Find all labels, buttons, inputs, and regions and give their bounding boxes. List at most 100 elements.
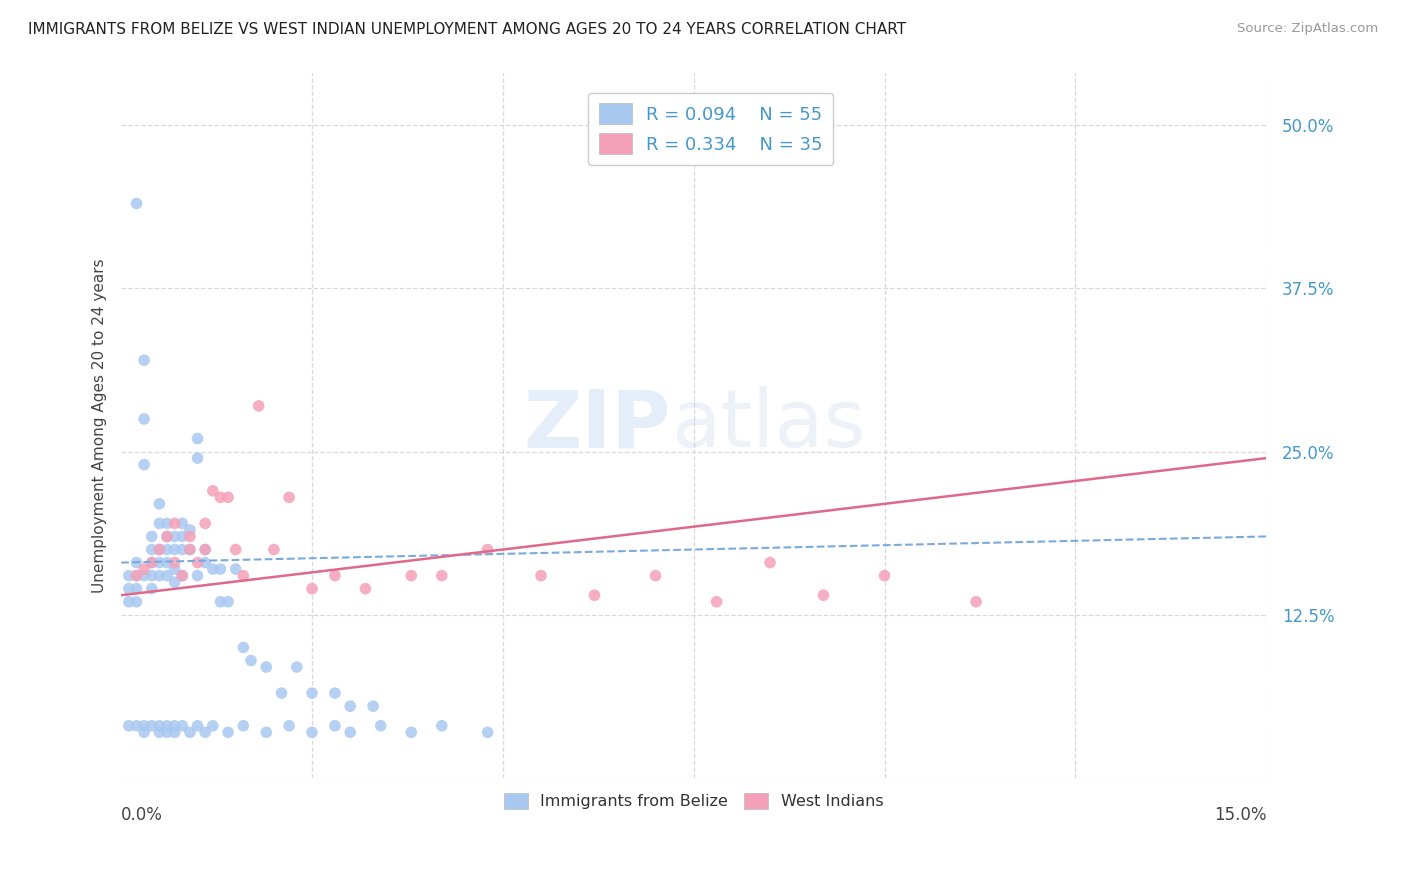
Point [187,719,209,733]
Point [263,542,285,557]
Point [278,719,301,733]
Point [172,542,194,557]
Point [201,483,224,498]
Point [141,542,163,557]
Point [209,595,232,609]
Point [179,725,201,739]
Point [141,568,163,582]
Point [301,582,323,596]
Point [156,719,179,733]
Point [301,725,323,739]
Point [187,451,209,466]
Point [179,542,201,557]
Point [813,588,835,602]
Point [706,595,728,609]
Point [285,660,308,674]
Point [141,582,163,596]
Point [134,562,156,576]
Point [217,725,239,739]
Point [530,568,553,582]
Point [430,719,453,733]
Point [209,562,232,576]
Text: ZIP: ZIP [523,386,671,465]
Point [194,542,217,557]
Point [209,491,232,505]
Point [254,725,277,739]
Point [430,568,453,582]
Point [194,725,217,739]
Point [118,719,141,733]
Point [232,719,254,733]
Point [156,529,179,543]
Point [187,432,209,446]
Point [125,556,148,570]
Point [148,542,170,557]
Point [201,719,224,733]
Point [323,719,346,733]
Point [134,412,156,426]
Text: 0.0%: 0.0% [121,806,163,824]
Point [156,529,179,543]
Point [254,660,277,674]
Point [644,568,666,582]
Text: atlas: atlas [671,386,865,465]
Point [172,516,194,531]
Point [156,568,179,582]
Point [187,568,209,582]
Point [125,196,148,211]
Point [278,491,301,505]
Point [125,568,148,582]
Point [118,595,141,609]
Point [225,562,247,576]
Y-axis label: Unemployment Among Ages 20 to 24 years: Unemployment Among Ages 20 to 24 years [93,258,107,593]
Point [163,516,186,531]
Point [759,556,782,570]
Point [163,542,186,557]
Point [201,562,224,576]
Point [163,562,186,576]
Point [125,568,148,582]
Point [134,568,156,582]
Point [179,529,201,543]
Point [323,568,346,582]
Text: 15.0%: 15.0% [1213,806,1267,824]
Point [148,725,170,739]
Point [172,568,194,582]
Legend: Immigrants from Belize, West Indians: Immigrants from Belize, West Indians [498,787,890,816]
Point [134,353,156,368]
Point [118,568,141,582]
Point [134,458,156,472]
Point [163,719,186,733]
Point [156,556,179,570]
Point [240,653,263,667]
Point [163,529,186,543]
Point [270,686,292,700]
Point [247,399,270,413]
Point [339,725,361,739]
Point [401,568,423,582]
Text: IMMIGRANTS FROM BELIZE VS WEST INDIAN UNEMPLOYMENT AMONG AGES 20 TO 24 YEARS COR: IMMIGRANTS FROM BELIZE VS WEST INDIAN UN… [28,22,907,37]
Point [225,542,247,557]
Point [141,529,163,543]
Point [477,542,499,557]
Point [187,556,209,570]
Point [301,686,323,700]
Point [217,595,239,609]
Point [125,595,148,609]
Point [156,516,179,531]
Point [156,725,179,739]
Point [148,719,170,733]
Point [125,582,148,596]
Point [354,582,377,596]
Point [172,719,194,733]
Point [148,556,170,570]
Point [134,725,156,739]
Point [163,725,186,739]
Point [141,556,163,570]
Point [361,699,384,714]
Point [965,595,987,609]
Point [148,542,170,557]
Point [194,542,217,557]
Point [141,556,163,570]
Point [179,542,201,557]
